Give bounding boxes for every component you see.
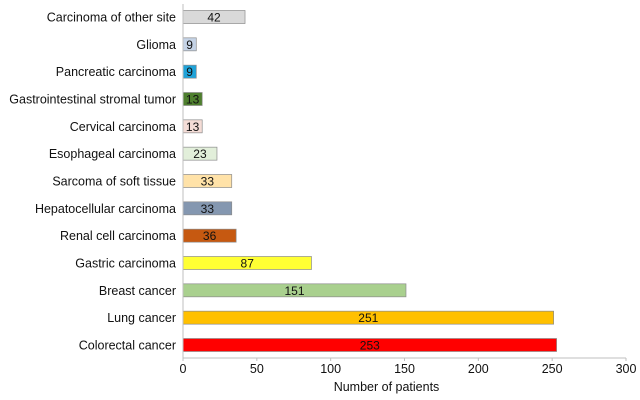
category-label: Colorectal cancer (79, 339, 176, 353)
x-axis-title: Number of patients (334, 380, 440, 394)
data-label: 9 (186, 65, 193, 79)
category-label: Cervical carcinoma (70, 120, 176, 134)
category-label: Sarcoma of soft tissue (52, 175, 176, 189)
data-label: 13 (186, 120, 200, 134)
x-tick-label: 300 (616, 362, 637, 376)
category-label: Breast cancer (99, 284, 176, 298)
x-tick-label: 0 (180, 362, 187, 376)
data-label: 33 (201, 202, 215, 216)
bars (182, 10, 557, 352)
x-tick-label: 200 (468, 362, 489, 376)
category-label: Gastrointestinal stromal tumor (9, 93, 176, 107)
category-label: Gastric carcinoma (75, 257, 176, 271)
x-tick-label: 50 (250, 362, 264, 376)
data-label: 253 (360, 339, 380, 353)
category-label: Esophageal carcinoma (49, 147, 176, 161)
data-label: 251 (358, 311, 378, 325)
data-label: 42 (207, 11, 221, 25)
data-labels: 42 9 9 13 13 23 33 33 36 87 151 251 253 (186, 11, 380, 353)
x-axis-ticks: 0 50 100 150 200 250 300 (180, 358, 637, 376)
data-label: 36 (203, 229, 217, 243)
category-label: Lung cancer (107, 311, 176, 325)
data-label: 87 (241, 257, 255, 271)
category-label: Carcinoma of other site (47, 11, 176, 25)
x-tick-label: 150 (394, 362, 415, 376)
category-label: Pancreatic carcinoma (56, 65, 176, 79)
category-label: Glioma (136, 38, 176, 52)
category-label: Hepatocellular carcinoma (35, 202, 176, 216)
data-label: 9 (186, 38, 193, 52)
data-label: 151 (284, 284, 304, 298)
data-label: 33 (201, 175, 215, 189)
x-tick-label: 100 (320, 362, 341, 376)
data-label: 13 (186, 93, 200, 107)
data-label: 23 (193, 147, 207, 161)
x-tick-label: 250 (542, 362, 563, 376)
category-labels: Carcinoma of other site Glioma Pancreatic … (9, 11, 176, 353)
category-label: Renal cell carcinoma (60, 229, 176, 243)
